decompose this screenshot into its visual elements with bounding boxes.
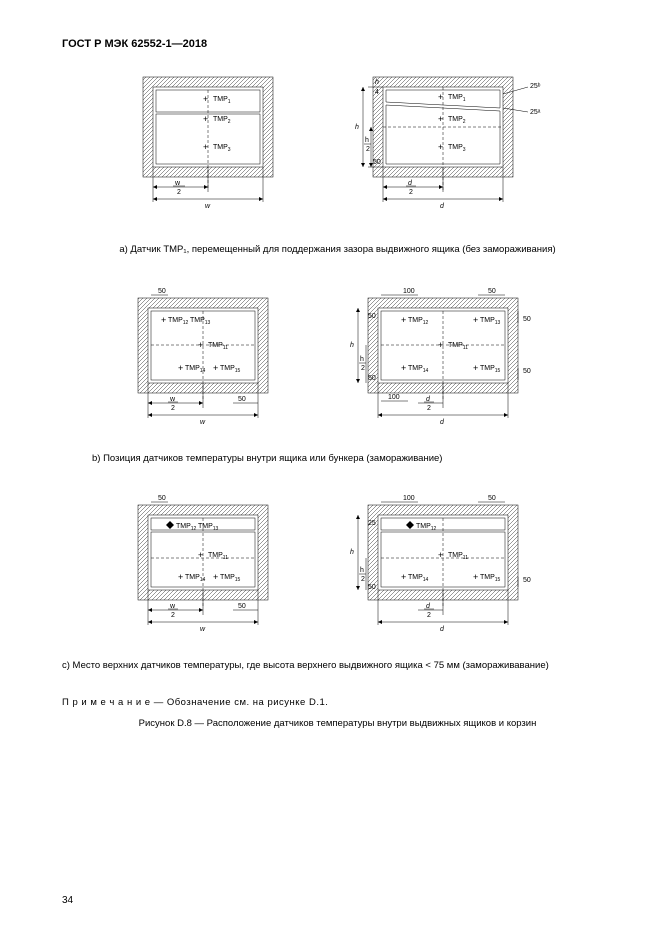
svg-text:+: + xyxy=(203,142,208,152)
doc-header: ГОСТ Р МЭК 62552-1—2018 xyxy=(62,38,613,50)
note-text: П р и м е ч а н и е — Обозначение см. на… xyxy=(62,697,613,708)
svg-text:+: + xyxy=(401,363,406,373)
svg-text:+: + xyxy=(438,114,443,124)
svg-text:+: + xyxy=(198,550,203,560)
svg-text:h: h xyxy=(350,549,354,556)
svg-text:+: + xyxy=(401,572,406,582)
svg-text:+: + xyxy=(473,572,478,582)
svg-text:+: + xyxy=(213,572,218,582)
svg-text:2: 2 xyxy=(366,146,370,153)
svg-text:2: 2 xyxy=(427,405,431,412)
svg-text:50: 50 xyxy=(523,316,531,323)
svg-text:w: w xyxy=(200,626,206,633)
svg-text:50: 50 xyxy=(523,577,531,584)
svg-text:2: 2 xyxy=(427,612,431,619)
page-number: 34 xyxy=(62,895,73,906)
caption-a: a) Датчик TMP₁, перемещенный для поддерж… xyxy=(62,244,613,255)
svg-text:50: 50 xyxy=(238,603,246,610)
svg-text:d: d xyxy=(440,419,445,426)
svg-text:2: 2 xyxy=(171,405,175,412)
row-b: +TMP12 TMP13 +TMP11 +TMP14 +TMP15 50 w2 … xyxy=(62,283,613,433)
svg-text:+: + xyxy=(178,363,183,373)
svg-text:2: 2 xyxy=(361,576,365,583)
svg-text:100: 100 xyxy=(403,495,415,502)
svg-text:+: + xyxy=(438,142,443,152)
svg-text:h: h xyxy=(360,567,364,574)
svg-text:+: + xyxy=(473,363,478,373)
svg-text:+: + xyxy=(401,315,406,325)
diagram-c-side: TMP12 +TMP11 +TMP14 +TMP15 100 50 h 25 h… xyxy=(328,490,558,640)
row-c: TMP12 TMP13 +TMP11 +TMP14 +TMP15 50 w2 5… xyxy=(62,490,613,640)
svg-text:h: h xyxy=(350,342,354,349)
caption-c: c) Место верхних датчиков температуры, г… xyxy=(62,660,613,671)
svg-text:+: + xyxy=(161,315,166,325)
svg-text:100: 100 xyxy=(403,288,415,295)
svg-text:d: d xyxy=(440,626,445,633)
svg-text:100: 100 xyxy=(388,394,400,401)
caption-b: b) Позиция датчиков температуры внутри я… xyxy=(62,453,613,464)
svg-text:+: + xyxy=(438,550,443,560)
svg-text:h: h xyxy=(365,137,369,144)
figure-title: Рисунок D.8 — Расположение датчиков темп… xyxy=(62,718,613,729)
svg-text:50: 50 xyxy=(488,495,496,502)
svg-text:h: h xyxy=(360,356,364,363)
svg-text:+: + xyxy=(198,340,203,350)
svg-text:+: + xyxy=(178,572,183,582)
svg-text:d: d xyxy=(440,203,445,210)
svg-text:+: + xyxy=(213,363,218,373)
svg-text:25: 25 xyxy=(368,520,376,527)
diagram-c-front: TMP12 TMP13 +TMP11 +TMP14 +TMP15 50 w2 5… xyxy=(118,490,288,640)
svg-text:w: w xyxy=(200,419,206,426)
svg-text:4: 4 xyxy=(375,89,379,96)
svg-text:25ᵃ: 25ᵃ xyxy=(530,109,541,116)
svg-text:50: 50 xyxy=(523,368,531,375)
svg-text:50: 50 xyxy=(368,584,376,591)
svg-text:50: 50 xyxy=(368,313,376,320)
svg-text:50: 50 xyxy=(373,159,381,166)
svg-text:2: 2 xyxy=(177,189,181,196)
svg-text:50: 50 xyxy=(238,396,246,403)
svg-text:2: 2 xyxy=(171,612,175,619)
svg-text:25ᵇ: 25ᵇ xyxy=(530,83,541,90)
svg-text:2: 2 xyxy=(361,365,365,372)
svg-text:+: + xyxy=(438,92,443,102)
svg-text:+: + xyxy=(203,114,208,124)
diagram-a-front: +TMP1 +TMP2 +TMP3 w 2 w xyxy=(123,72,293,222)
diagram-a-side: +TMP1 +TMP2 +TMP3 h h2 50 h 4 25ᵇ 25ᵃ d2… xyxy=(333,72,553,222)
svg-text:50: 50 xyxy=(158,288,166,295)
svg-text:50: 50 xyxy=(488,288,496,295)
row-a: +TMP1 +TMP2 +TMP3 w 2 w +TMP1 xyxy=(62,72,613,222)
svg-text:+: + xyxy=(473,315,478,325)
svg-text:h: h xyxy=(375,79,379,86)
diagram-b-front: +TMP12 TMP13 +TMP11 +TMP14 +TMP15 50 w2 … xyxy=(118,283,288,433)
svg-text:50: 50 xyxy=(158,495,166,502)
svg-text:50: 50 xyxy=(368,375,376,382)
svg-text:+: + xyxy=(438,340,443,350)
page: ГОСТ Р МЭК 62552-1—2018 +TMP1 +TMP2 +TMP… xyxy=(0,0,661,936)
diagram-b-side: +TMP12 +TMP13 +TMP11 +TMP14 +TMP15 100 5… xyxy=(328,283,558,433)
svg-text:w: w xyxy=(205,203,211,210)
svg-text:h: h xyxy=(355,124,359,131)
svg-text:2: 2 xyxy=(409,189,413,196)
svg-text:+: + xyxy=(203,94,208,104)
